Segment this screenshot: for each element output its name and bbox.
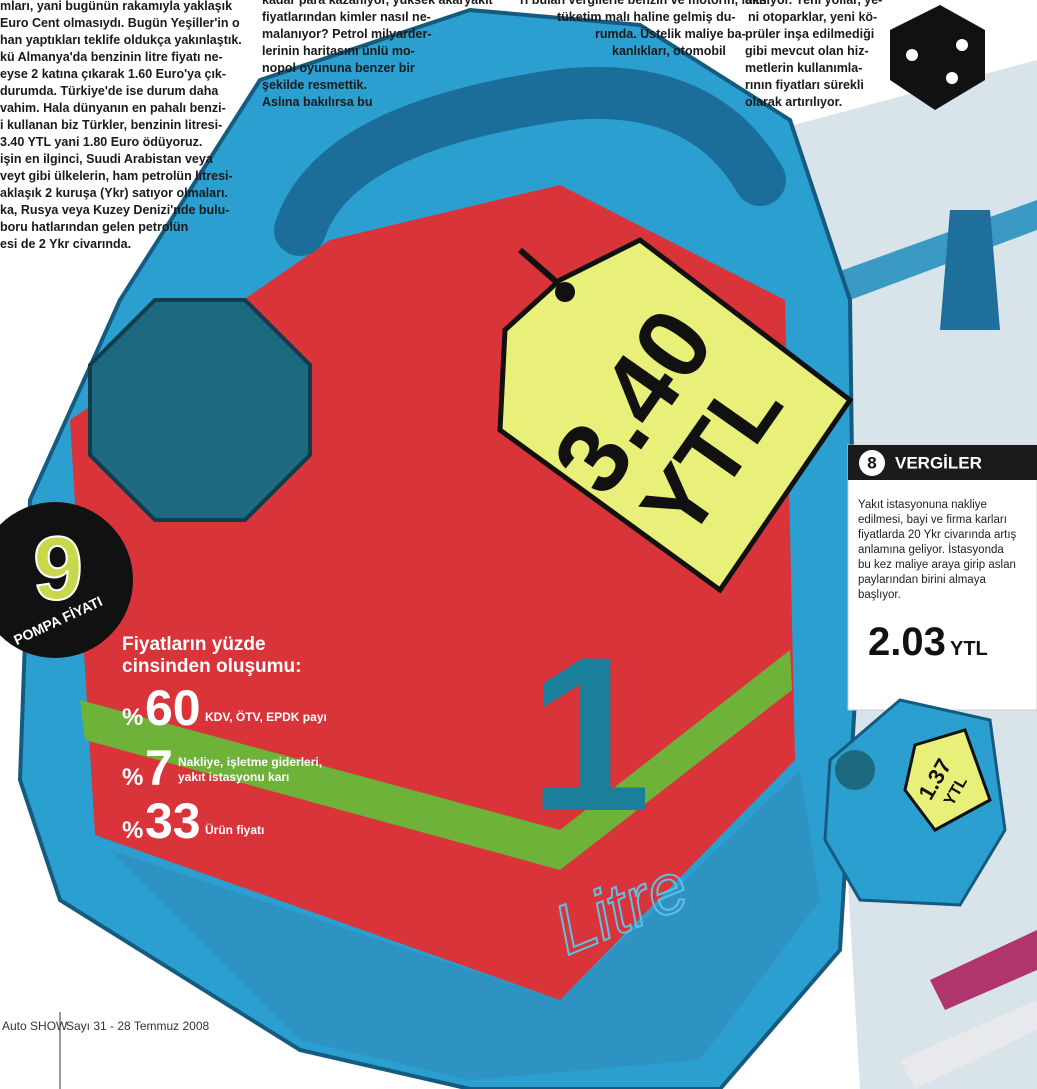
- breakdown-symbol: %: [122, 764, 143, 791]
- column-line: gibi mevcut olan hiz-: [745, 44, 869, 58]
- column-line: prüler inşa edilmediği: [745, 27, 874, 41]
- breakdown-symbol: %: [122, 817, 143, 844]
- breakdown-symbol: %: [122, 704, 143, 731]
- can-cap: [90, 300, 310, 520]
- tax-card-title: VERGİLER: [895, 453, 982, 472]
- tax-card-line: Yakıt istasyonuna nakliye: [858, 499, 987, 511]
- column-line: tüketim malı haline gelmiş du-: [557, 10, 736, 24]
- tag-hole: [555, 282, 575, 302]
- column-line: kü Almanya'da benzinin litre fiyatı ne-: [0, 50, 223, 64]
- tax-card-line: edilmesi, bayi ve firma karları: [858, 514, 1007, 526]
- footer-issue: Sayı 31 - 28 Temmuz 2008: [66, 1019, 210, 1033]
- column-line: vahim. Hala dünyanın en pahalı benzi-: [0, 101, 226, 115]
- breakdown-value: 7: [145, 740, 173, 796]
- column-line: ri bulan vergilerle benzin ve motorin, l…: [520, 0, 767, 7]
- column-line: i kullanan biz Türkler, benzinin litresi…: [0, 118, 222, 132]
- tax-card-line: başlıyor.: [858, 589, 901, 601]
- dice-pip: [956, 39, 968, 51]
- tax-card-line: fiyatlarda 20 Ykr civarında artış: [858, 529, 1017, 541]
- breakdown-value: 33: [145, 793, 201, 849]
- column-line: mları, yani bugünün rakamıyla yaklaşık: [0, 0, 232, 13]
- dice-pip: [946, 72, 958, 84]
- column-line: kadar para kazanıyor, yüksek akaryakıt: [262, 0, 494, 7]
- column-line: esi de 2 Ykr civarında.: [0, 237, 131, 251]
- footer-magazine: Auto SHOW: [2, 1019, 68, 1033]
- tower: [940, 210, 1000, 330]
- column-line: durumda. Türkiye'de ise durum daha: [0, 84, 219, 98]
- column-line: ka, Rusya veya Kuzey Denizi'nde bulu-: [0, 203, 229, 217]
- breakdown-label: Nakliye, işletme giderleri,: [178, 755, 322, 769]
- column-line: alınıyor. Yeni yollar, ye-: [745, 0, 882, 7]
- tax-card-line: paylarından birini almaya: [858, 574, 986, 586]
- infographic: 1 Litre 3.40 YTL 9 POMPA FİYATI 8 VERGİL…: [0, 0, 1037, 1089]
- column-line: Aslına bakılırsa bu: [262, 95, 372, 109]
- tax-unit: YTL: [950, 638, 988, 660]
- tax-card-line: bu kez maliye araya girip aslan: [858, 559, 1016, 571]
- column-line: boru hatlarından gelen petrolün: [0, 220, 188, 234]
- tax-card-line: anlamına geliyor. İstasyonda: [858, 543, 1004, 556]
- breakdown-label: Ürün fiyatı: [205, 822, 264, 837]
- column-line: malanıyor? Petrol milyarder-: [262, 27, 432, 41]
- column-line: 3.40 YTL yani 1.80 Euro ödüyoruz.: [0, 135, 202, 149]
- column-line: han yaptıkları teklife oldukça yakınlaşt…: [0, 33, 242, 47]
- column-line: metlerin kullanımla-: [745, 61, 862, 75]
- column-line: işin en ilginci, Suudi Arabistan veya: [0, 152, 214, 166]
- column-line: rumda. Üstelik maliye ba-: [595, 26, 746, 41]
- small-can-cap: [835, 750, 875, 790]
- tax-amount: 2.03: [868, 620, 946, 664]
- breakdown-label: KDV, ÖTV, EPDK payı: [205, 709, 327, 724]
- column-line: ni otoparklar, yeni kö-: [748, 10, 877, 24]
- breakdown-value: 60: [145, 680, 201, 736]
- breakdown-title: Fiyatların yüzde: [122, 634, 266, 655]
- column-line: şekilde resmettik.: [262, 78, 367, 92]
- column-line: kanlıkları, otomobil: [612, 44, 726, 58]
- column-line: fiyatlarından kimler nasıl ne-: [262, 10, 431, 24]
- column-line: eyse 2 katına çıkarak 1.60 Euro'ya çık-: [0, 67, 226, 81]
- column-line: lerinin haritasını ünlü mo-: [262, 44, 415, 58]
- column-line: rının fiyatları sürekli: [745, 78, 864, 92]
- page: 1 Litre 3.40 YTL 9 POMPA FİYATI 8 VERGİL…: [0, 0, 1037, 1089]
- breakdown-title: cinsinden oluşumu:: [122, 656, 301, 677]
- column-line: nopol oyununa benzer bir: [262, 61, 415, 75]
- column-line: veyt gibi ülkelerin, ham petrolün litres…: [0, 169, 233, 183]
- column-line: Euro Cent olmasıydı. Bugün Yeşiller'in o: [0, 16, 240, 30]
- breakdown-label: yakıt istasyonu karı: [178, 770, 289, 784]
- column-line: aklaşık 2 kuruşa (Ykr) satıyor olmaları.: [0, 186, 228, 200]
- can-number: 1: [529, 611, 651, 857]
- column-line: olarak artırılıyor.: [745, 95, 842, 109]
- dice-pip: [906, 49, 918, 61]
- tax-card-number: 8: [867, 453, 876, 472]
